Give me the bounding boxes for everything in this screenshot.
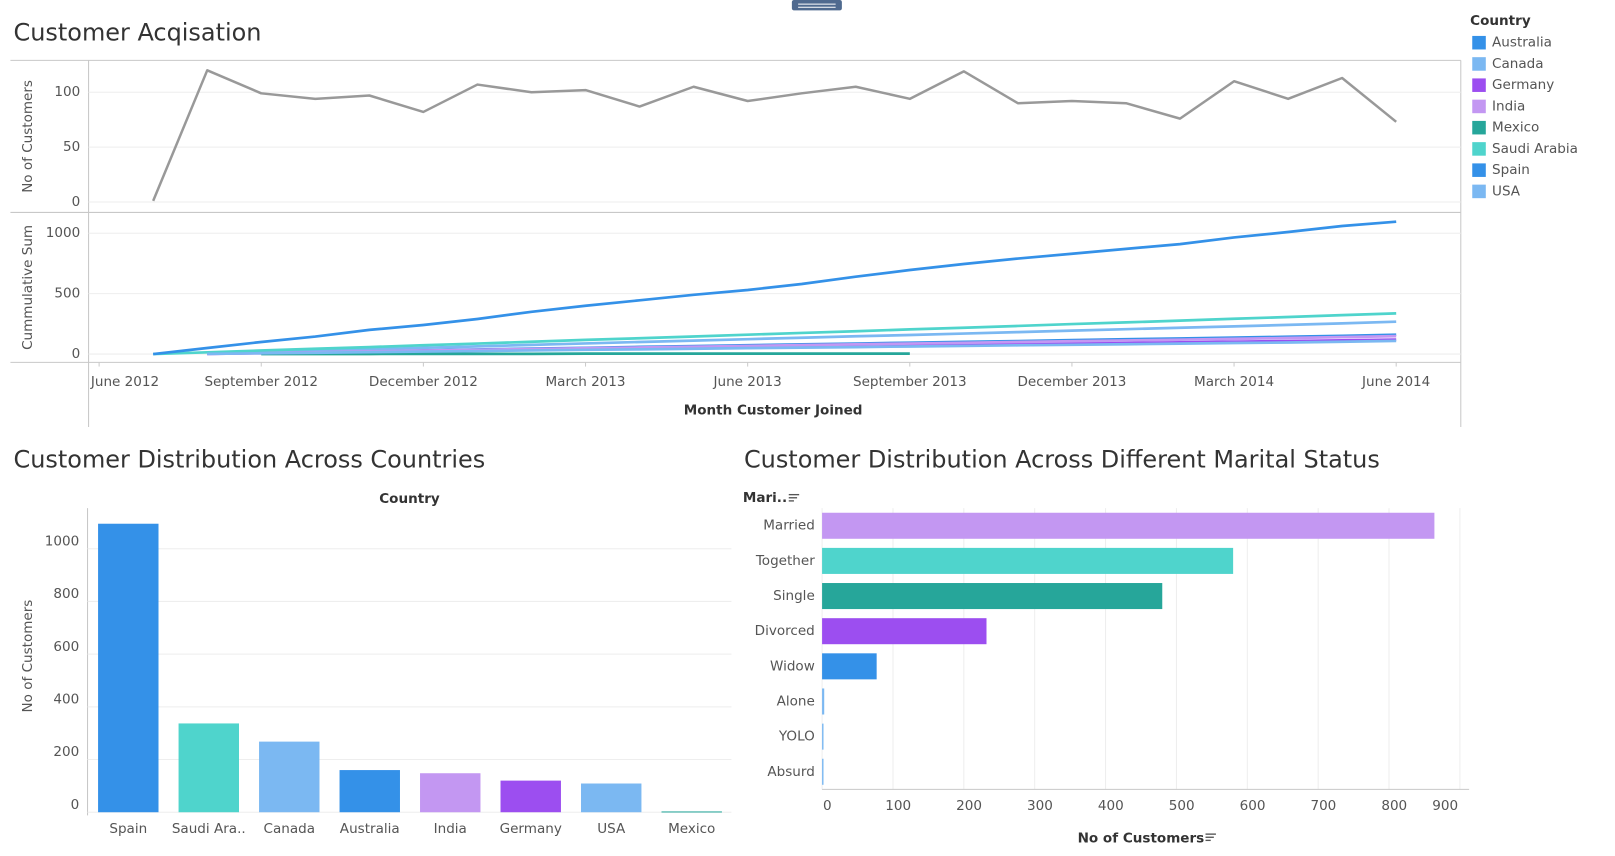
y-tick-label: Together <box>755 553 815 569</box>
x-tick-label: Germany <box>500 821 562 837</box>
y-tick-label: Married <box>763 518 815 534</box>
y-tick-label: 800 <box>53 586 79 602</box>
y-tick-label: Divorced <box>755 623 815 639</box>
x-tick-label: March 2013 <box>546 374 626 390</box>
legend-swatch <box>1472 163 1486 177</box>
y-axis-title: No of Customers <box>20 600 36 713</box>
x-tick-label: Spain <box>109 821 147 837</box>
bar <box>822 653 877 680</box>
legend-label: Canada <box>1492 56 1544 72</box>
y-axis-title: Mari.. <box>743 490 787 506</box>
x-tick-label: 300 <box>1027 798 1053 814</box>
bar <box>661 811 722 813</box>
x-tick-label: 0 <box>823 798 832 814</box>
sort-icon[interactable] <box>788 493 1216 842</box>
line-series <box>153 311 1397 356</box>
chart-title: Customer Acqisation <box>14 18 262 46</box>
y-tick-label: Single <box>773 588 815 604</box>
legend-label: Mexico <box>1492 120 1539 136</box>
y-tick-label: 0 <box>71 797 80 813</box>
x-tick-label: December 2013 <box>1017 374 1126 390</box>
y-tick-label: 1000 <box>46 225 80 241</box>
x-tick-label: March 2014 <box>1194 374 1274 390</box>
x-tick-label: India <box>434 821 467 837</box>
x-tick-label: USA <box>597 821 626 837</box>
legend-swatch <box>1472 57 1486 71</box>
x-axis-title: No of Customers <box>1078 830 1205 846</box>
y-tick-label: Widow <box>770 658 815 674</box>
y-tick-label: 100 <box>54 84 80 100</box>
bar <box>339 770 400 813</box>
x-tick-label: Canada <box>264 821 316 837</box>
y-tick-label: 600 <box>53 639 79 655</box>
x-tick-label: September 2012 <box>204 374 318 390</box>
legend-swatch <box>1472 78 1486 92</box>
x-tick-label: 700 <box>1310 798 1336 814</box>
bar <box>822 547 1234 574</box>
legend-swatch <box>1472 184 1486 199</box>
x-tick-label: December 2012 <box>369 374 478 390</box>
y-tick-label: 400 <box>53 692 79 708</box>
x-axis-title: Month Customer Joined <box>684 402 863 418</box>
x-tick-label: 500 <box>1169 798 1195 814</box>
bar <box>259 741 320 813</box>
legend-swatch <box>1472 142 1486 156</box>
bar <box>822 583 1163 610</box>
x-tick-label: June 2014 <box>1361 374 1430 390</box>
x-tick-label: June 2013 <box>713 374 782 390</box>
legend-label: Saudi Arabia <box>1492 141 1578 157</box>
x-tick-label: Saudi Ara.. <box>172 821 246 837</box>
bar <box>178 723 239 813</box>
y-axis-title: No of Customers <box>20 80 36 193</box>
x-tick-label: 800 <box>1381 798 1407 814</box>
y-tick-label: 200 <box>53 744 79 760</box>
legend-label: India <box>1492 98 1525 114</box>
bar <box>822 688 825 715</box>
x-tick-label: June 2012 <box>90 374 159 390</box>
legend-label: Germany <box>1492 77 1554 93</box>
x-axis-title: Country <box>379 491 440 507</box>
bar <box>822 618 987 645</box>
chart-title: Customer Distribution Across Different M… <box>744 445 1380 473</box>
y-tick-label: 0 <box>72 194 81 210</box>
y-tick-label: 50 <box>63 139 80 155</box>
y-tick-label: YOLO <box>778 729 815 745</box>
line-series <box>153 220 1397 356</box>
y-tick-label: Alone <box>777 693 815 709</box>
x-tick-label: 400 <box>1098 798 1124 814</box>
x-tick-label: Mexico <box>668 821 715 837</box>
x-tick-label: 100 <box>885 798 911 814</box>
bar <box>98 523 159 813</box>
y-tick-label: 0 <box>72 346 81 362</box>
x-tick-label: September 2013 <box>853 374 967 390</box>
legend-label: USA <box>1492 183 1521 199</box>
legend-title: Country <box>1470 13 1531 29</box>
x-tick-label: Australia <box>340 821 400 837</box>
y-tick-label: 1000 <box>45 533 79 549</box>
chart-title: Customer Distribution Across Countries <box>14 445 486 473</box>
bar <box>822 512 1435 539</box>
x-tick-label: 200 <box>956 798 982 814</box>
bar <box>581 783 642 813</box>
x-tick-label: 600 <box>1240 798 1266 814</box>
legend-swatch <box>1472 120 1486 135</box>
line-series <box>207 320 1397 355</box>
y-tick-label: 500 <box>54 286 80 302</box>
toggle-handle[interactable] <box>791 0 842 11</box>
y-axis-title: Cummulative Sum <box>20 225 36 350</box>
legend-swatch <box>1472 35 1486 50</box>
y-tick-label: Absurd <box>767 764 814 780</box>
legend-label: Australia <box>1492 35 1552 51</box>
x-tick-label: 900 <box>1432 798 1458 814</box>
bar <box>822 723 824 750</box>
bar <box>420 773 481 813</box>
legend-swatch <box>1472 99 1486 114</box>
legend-label: Spain <box>1492 162 1530 178</box>
bar <box>500 780 561 813</box>
line-series <box>207 339 1397 356</box>
bar <box>822 758 824 785</box>
line-series <box>152 69 1397 202</box>
